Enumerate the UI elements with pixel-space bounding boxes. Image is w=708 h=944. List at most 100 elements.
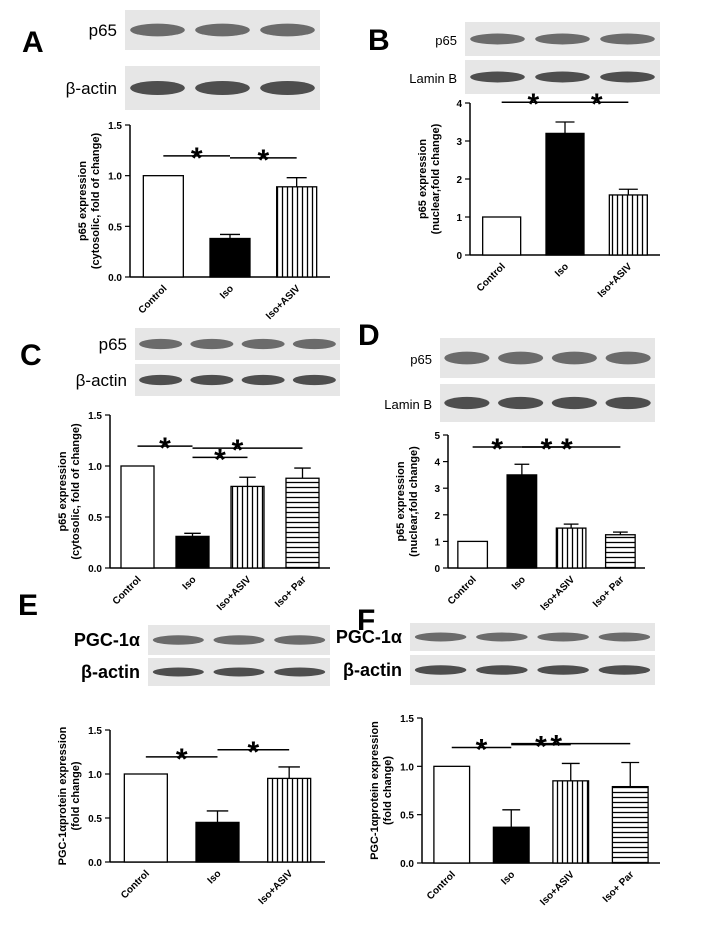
- panel-letter: C: [20, 339, 42, 372]
- bar: [267, 777, 312, 863]
- x-tick-label: Iso+ASIV: [596, 261, 635, 300]
- bar: [209, 237, 251, 278]
- y-axis-label: (cytosolic, fold of change): [90, 133, 102, 270]
- y-tick-label: 5: [434, 431, 440, 442]
- y-tick-label: 1: [434, 537, 440, 548]
- x-tick-label: Iso: [181, 574, 199, 592]
- significance-mark: *: [214, 443, 226, 476]
- blot-band: [139, 338, 183, 350]
- blot-band: [130, 80, 185, 96]
- x-tick-label: Iso+ASIV: [539, 574, 578, 613]
- y-tick-label: 0: [456, 251, 462, 262]
- blot-band: [498, 351, 544, 365]
- significance-mark: *: [159, 432, 171, 465]
- blot-band: [292, 338, 336, 350]
- bar: [555, 527, 587, 569]
- blot-band: [260, 80, 315, 96]
- y-tick-label: 0.0: [88, 858, 102, 869]
- y-axis-label: p65 expression: [57, 451, 69, 531]
- y-axis-label: (nuclear,fold change): [430, 123, 442, 234]
- blot-band: [414, 665, 467, 675]
- blot-band: [274, 635, 326, 645]
- blot-band: [130, 23, 185, 37]
- y-axis-label: (fold change): [382, 756, 394, 825]
- y-tick-label: 1.5: [400, 714, 414, 725]
- panel-letter: D: [358, 319, 380, 352]
- y-tick-label: 1.0: [88, 770, 102, 781]
- blot-band: [260, 23, 315, 37]
- blot-band: [498, 396, 544, 410]
- x-tick-label: Iso: [206, 868, 224, 886]
- y-tick-label: 4: [434, 458, 440, 469]
- x-tick-label: Control: [119, 868, 152, 901]
- blot-band: [605, 396, 651, 410]
- panel-letter: B: [368, 24, 390, 57]
- y-axis-label: p65 expression: [77, 161, 89, 241]
- blot-band: [476, 632, 528, 642]
- x-tick-label: Iso: [510, 574, 528, 592]
- significance-mark: *: [232, 434, 244, 467]
- y-tick-label: 0.5: [108, 222, 122, 233]
- blot-label: β-actin: [343, 660, 402, 680]
- blot-band: [444, 396, 490, 410]
- bar: [120, 465, 155, 569]
- blot-band: [444, 351, 490, 365]
- bar: [123, 773, 168, 863]
- blot-band: [551, 396, 597, 410]
- bar: [433, 765, 471, 864]
- blot-band: [605, 351, 651, 365]
- bar: [142, 175, 184, 278]
- bar: [457, 540, 489, 569]
- bar: [552, 780, 590, 864]
- blot-label: β-actin: [66, 79, 117, 98]
- blot-band: [598, 632, 651, 642]
- blot-band: [213, 667, 265, 677]
- panel-letter: A: [22, 26, 44, 59]
- x-tick-label: Iso+ Par: [591, 574, 627, 610]
- significance-mark: *: [535, 731, 547, 764]
- bar: [506, 474, 538, 569]
- x-tick-label: Iso: [553, 261, 571, 279]
- blot-band: [551, 351, 597, 365]
- x-tick-label: Control: [111, 574, 144, 607]
- y-axis-label: PGC-1αprotein expression: [57, 726, 69, 865]
- y-axis-label: p65 expression: [417, 139, 429, 219]
- significance-mark: *: [257, 144, 269, 177]
- blot-label: Lamin B: [384, 397, 432, 412]
- bar: [608, 194, 648, 256]
- y-tick-label: 0.0: [108, 273, 122, 284]
- bar: [604, 534, 636, 569]
- significance-mark: *: [476, 733, 488, 766]
- blot-band: [535, 33, 590, 45]
- blot-band: [537, 665, 589, 675]
- panel-letter: E: [18, 589, 38, 622]
- blot-band: [414, 632, 467, 642]
- blot-band: [470, 33, 525, 45]
- y-tick-label: 1.0: [88, 462, 102, 473]
- y-tick-label: 0.5: [88, 814, 102, 825]
- blot-label: PGC-1α: [74, 630, 140, 650]
- y-axis-label: (fold change): [70, 761, 82, 830]
- blot-band: [152, 667, 204, 677]
- blot-label: β-actin: [81, 662, 140, 682]
- significance-mark: *: [247, 736, 259, 769]
- bar: [276, 186, 318, 278]
- y-tick-label: 0.5: [88, 513, 102, 524]
- blot-band: [274, 667, 326, 677]
- blot-label: p65: [99, 335, 127, 354]
- x-tick-label: Iso+ASIV: [538, 869, 577, 908]
- y-axis-label: PGC-1αprotein expression: [369, 721, 381, 860]
- significance-mark: *: [527, 88, 539, 121]
- y-tick-label: 1.5: [108, 121, 122, 132]
- x-tick-label: Iso+ Par: [273, 574, 309, 610]
- blot-band: [241, 374, 285, 386]
- significance-mark: *: [491, 433, 503, 466]
- x-tick-label: Control: [137, 283, 170, 316]
- y-tick-label: 3: [456, 137, 462, 148]
- significance-mark: *: [561, 433, 573, 466]
- blot-band: [241, 338, 285, 350]
- blot-band: [600, 33, 655, 45]
- blot-band: [195, 80, 250, 96]
- x-tick-label: Iso+ASIV: [215, 574, 254, 613]
